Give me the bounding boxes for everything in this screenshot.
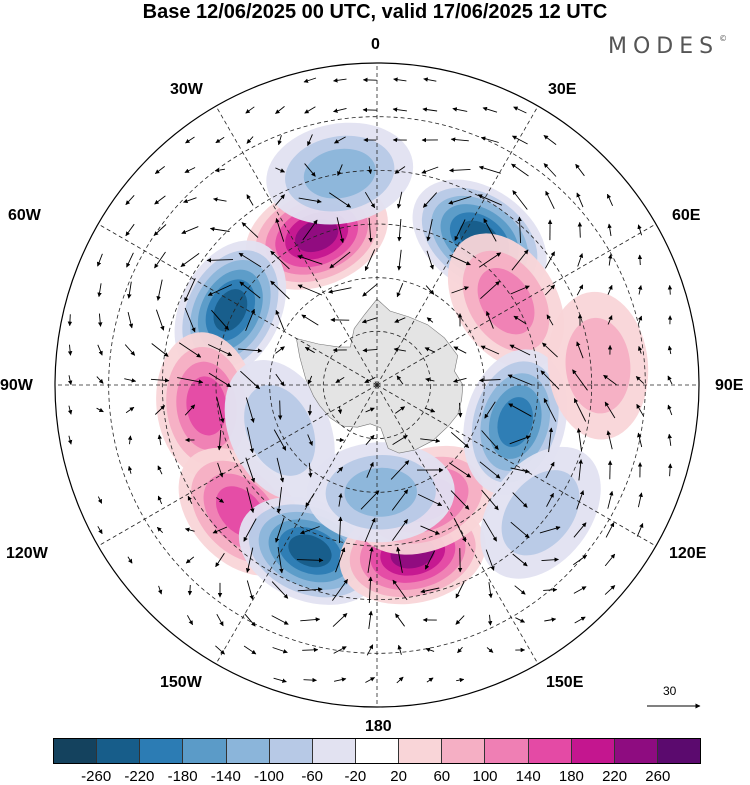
wind-vector [670, 285, 671, 294]
colorbar-tick: -140 [211, 768, 241, 785]
colorbar-bin [399, 739, 442, 763]
label-90w: 90W [0, 377, 33, 395]
label-180: 180 [365, 718, 392, 736]
wind-vector [580, 222, 581, 237]
wind-vector [280, 401, 281, 420]
colorbar-bin [270, 739, 313, 763]
label-60w: 60W [8, 207, 41, 225]
reference-vector-label: 30 [663, 684, 676, 698]
label-150e: 150E [546, 674, 583, 692]
colorbar-tick: 100 [472, 768, 497, 785]
colorbar-bin [54, 739, 97, 763]
label-30w: 30W [170, 81, 203, 99]
wind-vector [310, 405, 311, 415]
wind-vector [190, 585, 191, 595]
colorbar-tick: 140 [516, 768, 541, 785]
colorbar [53, 738, 701, 764]
colorbar-tick: -60 [301, 768, 323, 785]
wind-vector [302, 650, 318, 651]
label-30e: 30E [548, 81, 576, 99]
colorbar-tick: 260 [645, 768, 670, 785]
colorbar-bin [313, 739, 356, 763]
colorbar-bin [183, 739, 226, 763]
colorbar-bin [227, 739, 270, 763]
colorbar-tick: -100 [254, 768, 284, 785]
colorbar-bin [529, 739, 572, 763]
label-120e: 120E [669, 545, 706, 563]
colorbar-tick: 180 [559, 768, 584, 785]
colorbar-tick: 60 [433, 768, 450, 785]
colorbar-ticks: -260 -220 -180 -140 -100 -60 -20 20 60 100 140 180 2… [53, 768, 701, 784]
colorbar-tick: -180 [168, 768, 198, 785]
colorbar-tick: 20 [390, 768, 407, 785]
wind-vector [304, 680, 317, 681]
colorbar-bin [485, 739, 528, 763]
colorbar-tick: -260 [81, 768, 111, 785]
colorbar-tick: -20 [345, 768, 367, 785]
colorbar-bin [97, 739, 140, 763]
label-120w: 120W [6, 545, 48, 563]
label-0: 0 [371, 36, 380, 54]
wind-vector [70, 314, 71, 325]
colorbar-bin [442, 739, 485, 763]
colorbar-tick: 220 [602, 768, 627, 785]
colorbar-bin [572, 739, 615, 763]
colorbar-bin [140, 739, 183, 763]
label-90e: 90E [715, 377, 743, 395]
colorbar-tick: -220 [124, 768, 154, 785]
label-60e: 60E [672, 207, 700, 225]
colorbar-bin [658, 739, 700, 763]
colorbar-bin [615, 739, 658, 763]
wind-vector [640, 255, 641, 265]
label-150w: 150W [160, 674, 202, 692]
colorbar-bin [356, 739, 399, 763]
